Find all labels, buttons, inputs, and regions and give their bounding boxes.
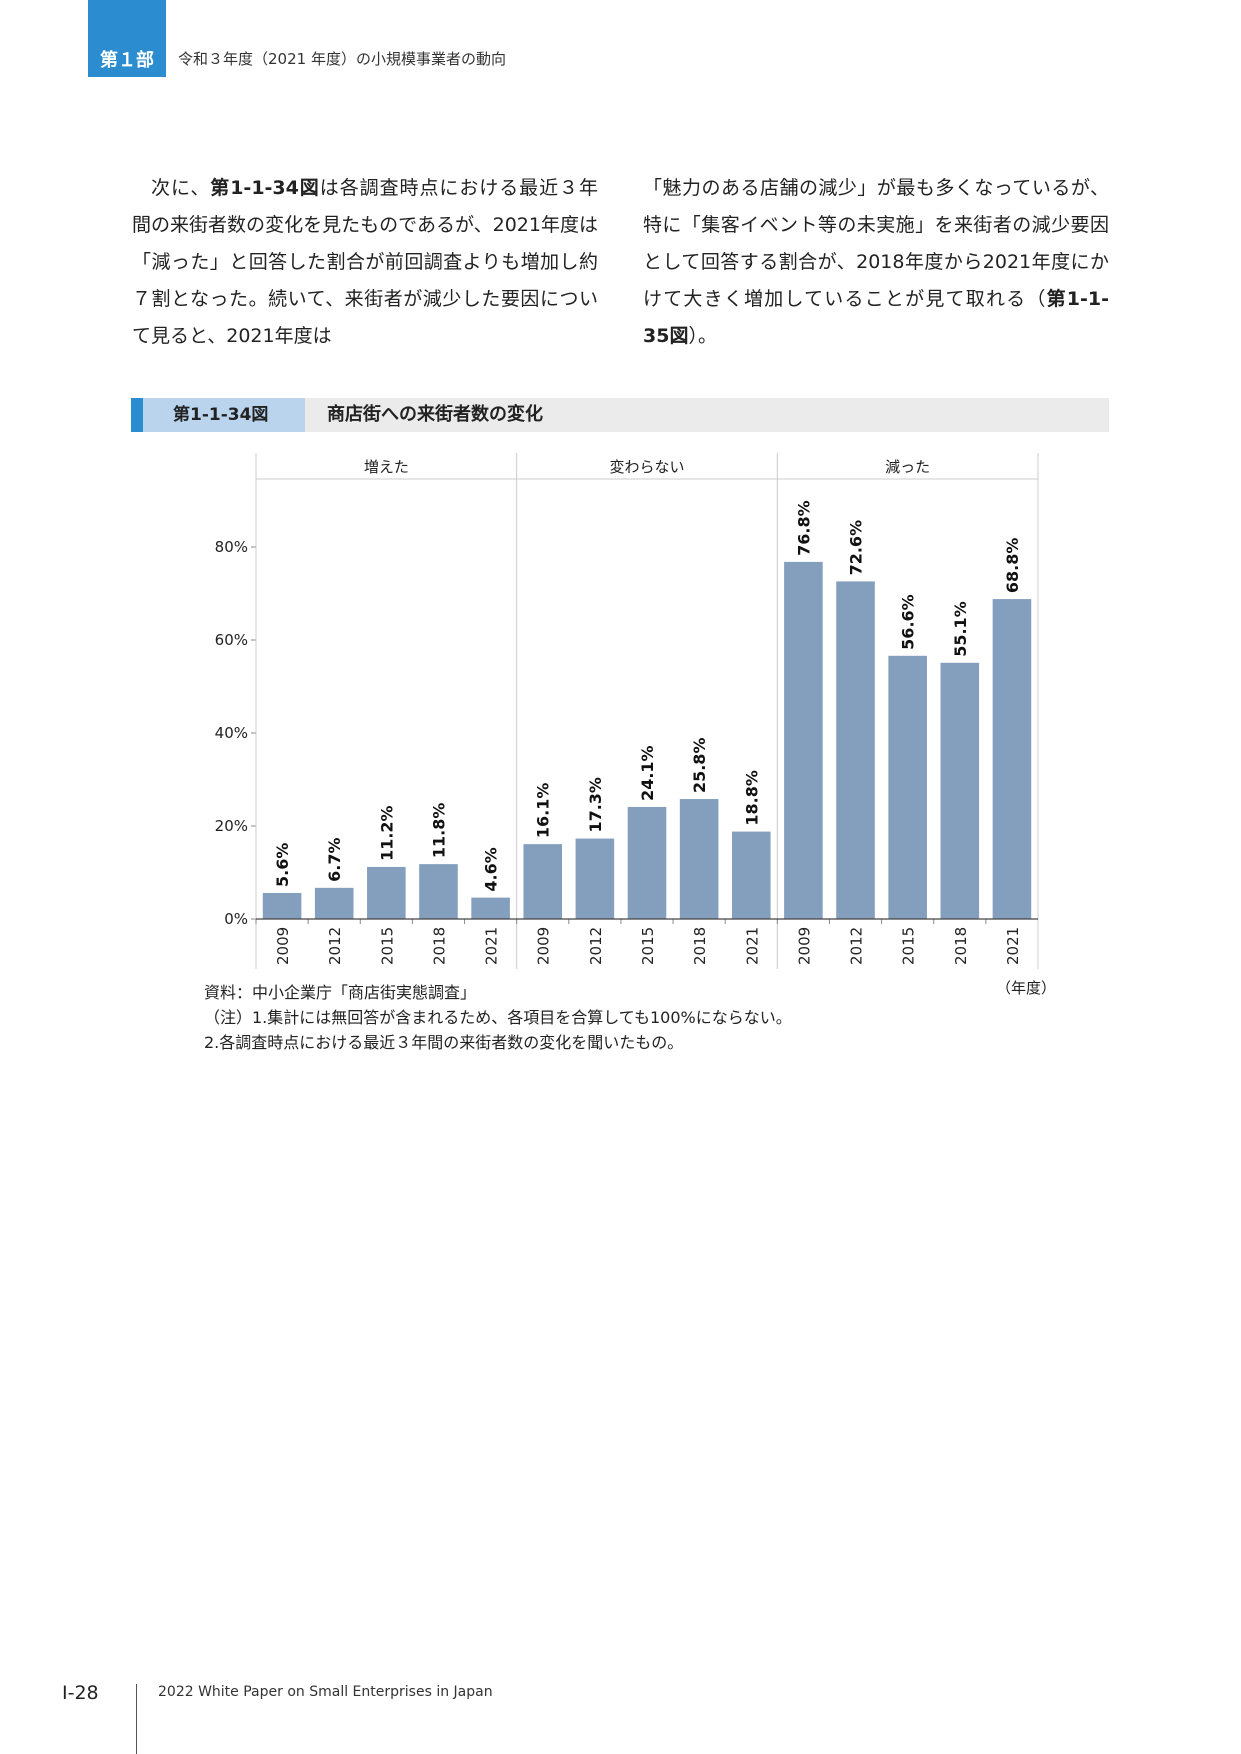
bar — [888, 655, 927, 919]
data-label: 68.8% — [1003, 538, 1022, 594]
x-tick-label: 2021 — [483, 927, 501, 965]
data-label: 25.8% — [690, 738, 709, 794]
data-label: 24.1% — [638, 745, 657, 801]
bar — [940, 662, 980, 919]
x-tick-label: 2012 — [587, 927, 605, 965]
bar — [836, 581, 875, 919]
data-label: 18.8% — [742, 770, 761, 826]
data-label: 72.6% — [847, 520, 866, 576]
data-label: 11.8% — [429, 803, 448, 859]
text-segment: は各調査時点における最近３年間の来街者数の変化を見たものであるが、2021年度は… — [132, 177, 598, 347]
data-label: 16.1% — [534, 783, 553, 839]
x-tick-label: 2009 — [795, 927, 813, 965]
bar — [575, 838, 615, 919]
x-tick-label: 2012 — [848, 927, 866, 965]
running-header: 令和３年度（2021 年度）の小規模事業者の動向 — [178, 50, 506, 68]
x-tick-label: 2018 — [952, 927, 970, 965]
bar-chart: 0% 20% 40% 60% 80% 増えた 変わらない 減った 5.6% 2009 6.7% 201… — [215, 453, 1039, 969]
part-label: 第１部 — [100, 50, 154, 71]
page-number: Ⅰ-28 — [62, 1682, 99, 1704]
bar — [262, 892, 302, 919]
bar — [784, 561, 823, 919]
x-axis-unit: （年度） — [996, 979, 1057, 997]
figure-reference: 第1-1-34図 — [210, 177, 320, 199]
footer-divider — [136, 1684, 137, 1754]
data-label: 5.6% — [273, 843, 292, 887]
bar — [992, 599, 1032, 919]
data-label: 76.8% — [794, 500, 813, 556]
bar — [419, 864, 458, 919]
data-label: 6.7% — [325, 837, 344, 881]
data-label: 55.1% — [951, 601, 970, 657]
facet-label: 増えた — [364, 458, 409, 476]
y-tick-label: 80% — [215, 538, 248, 556]
x-tick-label: 2015 — [900, 927, 918, 965]
figure-notes: 資料：中小企業庁「商店街実態調査」 （注）1.集計には無回答が含まれるため、各項… — [204, 980, 792, 1055]
footer-title: 2022 White Paper on Small Enterprises in… — [158, 1684, 493, 1700]
x-tick-label: 2015 — [639, 927, 657, 965]
note-2: 2.各調査時点における最近３年間の来街者数の変化を聞いたもの。 — [204, 1033, 684, 1052]
bar — [523, 844, 563, 919]
y-tick-label: 20% — [215, 817, 248, 835]
note-1: （注）1.集計には無回答が含まれるため、各項目を合算しても100%にならない。 — [204, 1008, 792, 1027]
facet-label: 減った — [885, 458, 930, 476]
bar — [627, 806, 667, 919]
data-label: 56.6% — [899, 594, 918, 650]
text-segment: 「魅力のある店舗の減少」が最も多くなっているが、特に「集客イベント等の未実施」を… — [643, 177, 1109, 310]
bar — [367, 866, 406, 919]
x-tick-label: 2018 — [691, 927, 709, 965]
x-tick-label: 2015 — [378, 927, 396, 965]
x-tick-label: 2021 — [743, 927, 761, 965]
x-tick-label: 2012 — [326, 927, 344, 965]
y-tick-label: 40% — [215, 724, 248, 742]
text-segment: ）。 — [688, 325, 717, 347]
y-tick-label: 0% — [224, 910, 248, 928]
facet-label: 変わらない — [609, 458, 684, 476]
figure-number: 第1-1-34図 — [143, 398, 305, 432]
data-label: 4.6% — [482, 847, 501, 891]
data-label: 17.3% — [586, 777, 605, 833]
body-paragraph-left: 次に、第1-1-34図は各調査時点における最近３年間の来街者数の変化を見たもので… — [132, 170, 598, 355]
x-tick-label: 2018 — [430, 927, 448, 965]
source-note: 資料：中小企業庁「商店街実態調査」 — [204, 983, 477, 1002]
bar — [679, 799, 719, 919]
caption-marker — [131, 398, 143, 432]
bar — [314, 887, 354, 919]
bar — [471, 897, 510, 919]
y-tick-label: 60% — [215, 631, 248, 649]
figure-caption-bar: 第1-1-34図 商店街への来街者数の変化 — [131, 398, 1109, 432]
data-label: 11.2% — [377, 805, 396, 861]
x-tick-label: 2009 — [535, 927, 553, 965]
bar — [731, 831, 771, 919]
text-segment: 次に、 — [151, 177, 211, 199]
body-paragraph-right: 「魅力のある店舗の減少」が最も多くなっているが、特に「集客イベント等の未実施」を… — [643, 170, 1109, 355]
x-tick-label: 2021 — [1004, 927, 1022, 965]
part-tab: 第１部 — [88, 0, 166, 77]
figure-reference: 第1-1-35図 — [643, 288, 1109, 347]
figure-title: 商店街への来街者数の変化 — [327, 404, 543, 425]
x-tick-label: 2009 — [274, 927, 292, 965]
